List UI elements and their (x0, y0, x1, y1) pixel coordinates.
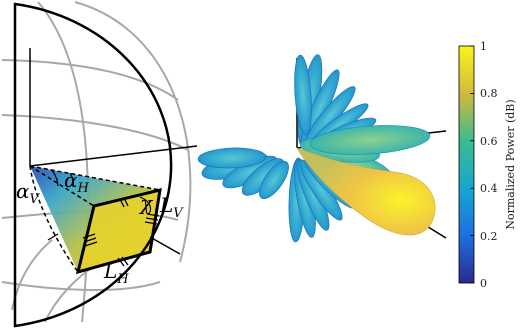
sphere-diagram: αV αH χ LV LH (1, 1, 198, 328)
label-alpha-v: αV (16, 179, 41, 207)
colorbar: 0 0.2 0.4 0.6 0.8 1 Normalized Power (dB… (458, 40, 517, 290)
label-l-h: LH (103, 259, 129, 287)
radiation-pattern (197, 54, 447, 243)
colorbar-ticks (470, 45, 474, 284)
left-lobes (197, 147, 289, 200)
colorbar-title: Normalized Power (dB) (504, 99, 517, 229)
label-chi: χ (138, 191, 154, 215)
hemisphere-outline (13, 2, 173, 328)
colorbar-tick-0-6: 0.6 (480, 135, 498, 148)
colorbar-tick-0-4: 0.4 (480, 182, 498, 195)
patch-outline (29, 165, 162, 275)
colorbar-tick-0: 0 (480, 277, 487, 290)
colorbar-tick-0-8: 0.8 (480, 87, 498, 100)
projection-patch-bright (78, 190, 160, 272)
angle-arcs (51, 169, 152, 213)
colorbar-gradient (458, 45, 475, 284)
colorbar-tick-0-2: 0.2 (480, 230, 498, 243)
colorbar-tick-1: 1 (480, 40, 487, 53)
label-l-v: LV (159, 193, 184, 221)
edge-tick-marks (47, 197, 160, 267)
main-lobe (296, 147, 436, 236)
label-alpha-h: αH (64, 168, 90, 196)
